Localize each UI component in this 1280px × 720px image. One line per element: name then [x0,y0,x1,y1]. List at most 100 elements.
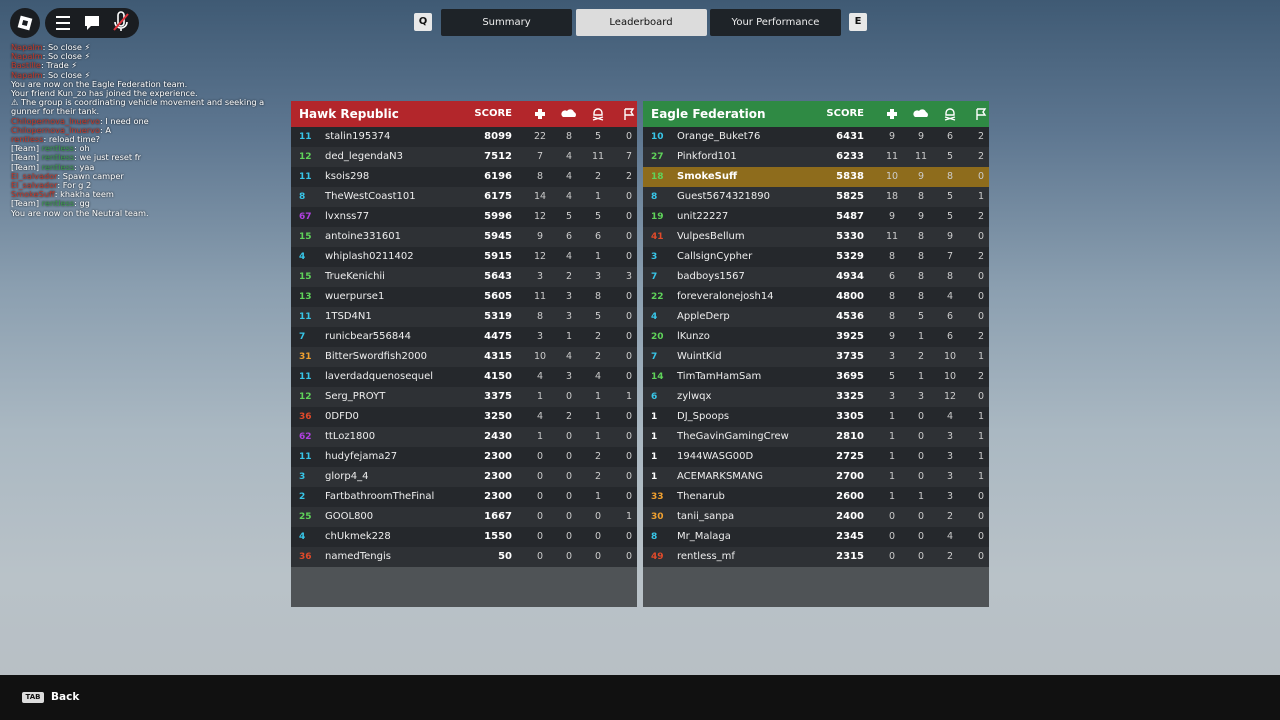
player-stat: 4 [565,171,573,182]
player-stat: 0 [977,531,985,542]
player-level: 11 [299,172,312,182]
chat-icon[interactable] [85,16,99,30]
stat-icon [535,109,545,119]
player-stat: 0 [977,511,985,522]
player-name: AppleDerp [677,311,730,322]
player-stat: 6 [594,231,602,242]
player-name: unit22227 [677,211,729,222]
player-stat: 3 [888,351,896,362]
back-button[interactable]: Back [51,691,80,703]
player-row: 11 ksois298 6196 8 4 2 2 [291,167,637,187]
player-level: 27 [651,152,664,162]
chat-sender: rentless [41,198,75,209]
player-stat: 9 [917,171,925,182]
stat-icon [887,109,897,119]
player-stat: 1 [888,471,896,482]
player-stat: 5 [946,191,954,202]
player-stat: 1 [594,191,602,202]
tab[interactable]: Summary [441,9,572,36]
player-stat: 0 [977,311,985,322]
player-level: 49 [651,552,664,562]
player-score: 3695 [836,371,864,382]
player-row: 19 unit22227 5487 9 9 5 2 [643,207,989,227]
player-score: 5643 [484,271,512,282]
player-stat: 0 [594,511,602,522]
player-row: 11 laverdadquenosequel 4150 4 3 4 0 [291,367,637,387]
menu-icon[interactable] [56,16,70,30]
player-stat: 5 [594,311,602,322]
player-stat: 0 [977,231,985,242]
player-stat: 0 [977,551,985,562]
player-level: 15 [299,232,312,242]
score-header: SCORE [474,108,512,119]
player-stat: 2 [977,151,985,162]
player-level: 12 [299,152,312,162]
player-stat: 1 [536,391,544,402]
player-row: 8 Guest5674321890 5825 18 8 5 1 [643,187,989,207]
stat-icon-shape [561,109,576,117]
player-stat: 6 [565,231,573,242]
player-level: 7 [299,332,306,342]
team-panel: Hawk Republic SCORE 11 stalin195374 8099 22 8 5… [291,101,637,607]
player-stat: 0 [625,451,633,462]
player-name: tanii_sanpa [677,511,735,522]
stat-icon [944,108,956,121]
player-stat: 0 [917,471,925,482]
player-stat: 8 [917,291,925,302]
player-stat: 11 [533,291,547,302]
player-level: 30 [651,512,664,522]
player-stat: 0 [565,511,573,522]
player-score: 2810 [836,431,864,442]
player-stat: 9 [888,211,896,222]
stat-icon-shape [944,108,956,121]
tab[interactable]: Leaderboard [575,9,707,36]
player-score: 2725 [836,451,864,462]
player-score: 4150 [484,371,512,382]
player-stat: 12 [533,251,547,262]
player-stat: 8 [565,131,573,142]
chat-text: reload time? [48,134,101,145]
stat-icon [913,109,928,117]
player-stat: 2 [594,171,602,182]
player-stat: 4 [565,251,573,262]
player-name: Mr_Malaga [677,531,731,542]
tab[interactable]: Your Performance [710,9,841,36]
player-level: 19 [651,212,664,222]
player-stat: 1 [917,491,925,502]
chat-text: You are now on the Neutral team. [11,207,149,218]
player-stat: 2 [565,271,573,282]
chat-sender: rentless [41,152,75,163]
player-stat: 0 [625,471,633,482]
chat-sender: Napalm [11,42,43,52]
player-score: 8099 [484,131,512,142]
player-name: 1944WASG00D [677,451,754,462]
chat-line: SmokeSuff: khakha teem [11,189,114,200]
player-name: TheWestCoast101 [325,191,416,202]
player-row: 20 lKunzo 3925 9 1 6 2 [643,327,989,347]
player-level: 67 [299,212,312,222]
player-stat: 9 [888,331,896,342]
player-level: 7 [651,352,658,362]
player-stat: 8 [946,171,954,182]
chat-line: Napalm: So close ⚡ [11,51,91,62]
player-stat: 0 [917,451,925,462]
player-name: zylwqx [677,391,712,402]
stat-icon-shape [976,108,987,120]
player-stat: 5 [917,311,925,322]
player-stat: 2 [946,511,954,522]
chat-sender: El_salvador [11,180,58,191]
chat-sender: rentless [41,143,75,154]
player-stat: 0 [565,551,573,562]
player-stat: 9 [917,211,925,222]
player-stat: 2 [917,351,925,362]
chat-line: [Team] rentless: yaa [11,161,95,172]
chat-text: I need one [105,115,149,126]
player-score: 5996 [484,211,512,222]
chat-team: [Team] [11,161,40,172]
player-stat: 1 [888,451,896,462]
chat-line: rentless: reload time? [11,134,101,145]
player-stat: 1 [536,431,544,442]
player-name: VulpesBellum [677,231,745,242]
chat-sender: Chilopernova_lnuervo [11,124,100,135]
